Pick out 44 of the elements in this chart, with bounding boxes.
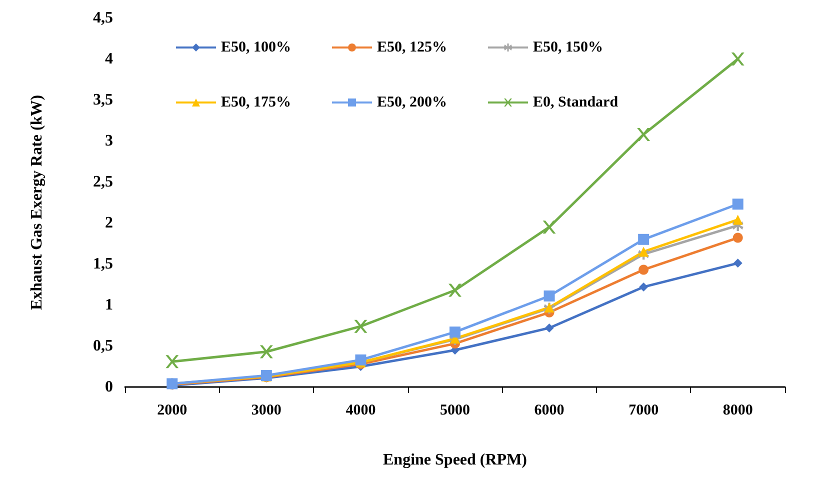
point bbox=[450, 326, 460, 338]
x-tick-label: 8000 bbox=[722, 402, 753, 418]
y-tick-label: 2 bbox=[105, 214, 113, 232]
x-tick-label: 4000 bbox=[346, 402, 376, 418]
y-tick-label: 4,5 bbox=[93, 10, 113, 26]
y-tick-label: 0,5 bbox=[93, 338, 113, 354]
legend-label: E50, 125% bbox=[377, 40, 448, 56]
legend-label: E50, 100% bbox=[221, 40, 292, 56]
point bbox=[638, 234, 650, 245]
y-tick-label: 1 bbox=[105, 296, 113, 314]
point bbox=[260, 345, 273, 358]
point bbox=[732, 198, 744, 210]
point bbox=[166, 355, 179, 368]
point bbox=[733, 258, 742, 268]
legend-label: E50, 175% bbox=[221, 94, 292, 110]
x-axis-title: Engine Speed (RPM) bbox=[383, 452, 527, 468]
x-tick-label: 2000 bbox=[157, 402, 188, 418]
x-tick-label: 5000 bbox=[440, 402, 470, 418]
point bbox=[638, 246, 649, 257]
point bbox=[355, 354, 366, 366]
x-tick-label: 3000 bbox=[251, 402, 282, 418]
y-tick-label: 2,5 bbox=[93, 174, 113, 190]
legend-label: E0, Standard bbox=[533, 94, 619, 110]
y-axis-title: Exhaust Gas Exergy Rate (kW) bbox=[28, 94, 46, 310]
point bbox=[731, 52, 744, 66]
point bbox=[732, 232, 743, 243]
point bbox=[448, 284, 462, 297]
x-tick-label: 7000 bbox=[628, 402, 659, 418]
point bbox=[639, 282, 648, 292]
y-tick-label: 4 bbox=[105, 50, 113, 68]
y-tick-label: 3 bbox=[105, 132, 113, 150]
y-tick-label: 0 bbox=[105, 378, 113, 396]
y-tick-label: 3,5 bbox=[93, 92, 113, 108]
legend-label: E50, 150% bbox=[533, 40, 604, 56]
x-tick-label: 6000 bbox=[534, 402, 564, 418]
point bbox=[354, 320, 368, 333]
point bbox=[542, 220, 556, 234]
point bbox=[544, 290, 555, 302]
point bbox=[544, 323, 554, 332]
point bbox=[732, 214, 743, 225]
point bbox=[637, 128, 650, 141]
y-tick-label: 1,5 bbox=[93, 256, 113, 272]
legend-label: E50, 200% bbox=[377, 94, 448, 110]
point bbox=[638, 264, 649, 275]
